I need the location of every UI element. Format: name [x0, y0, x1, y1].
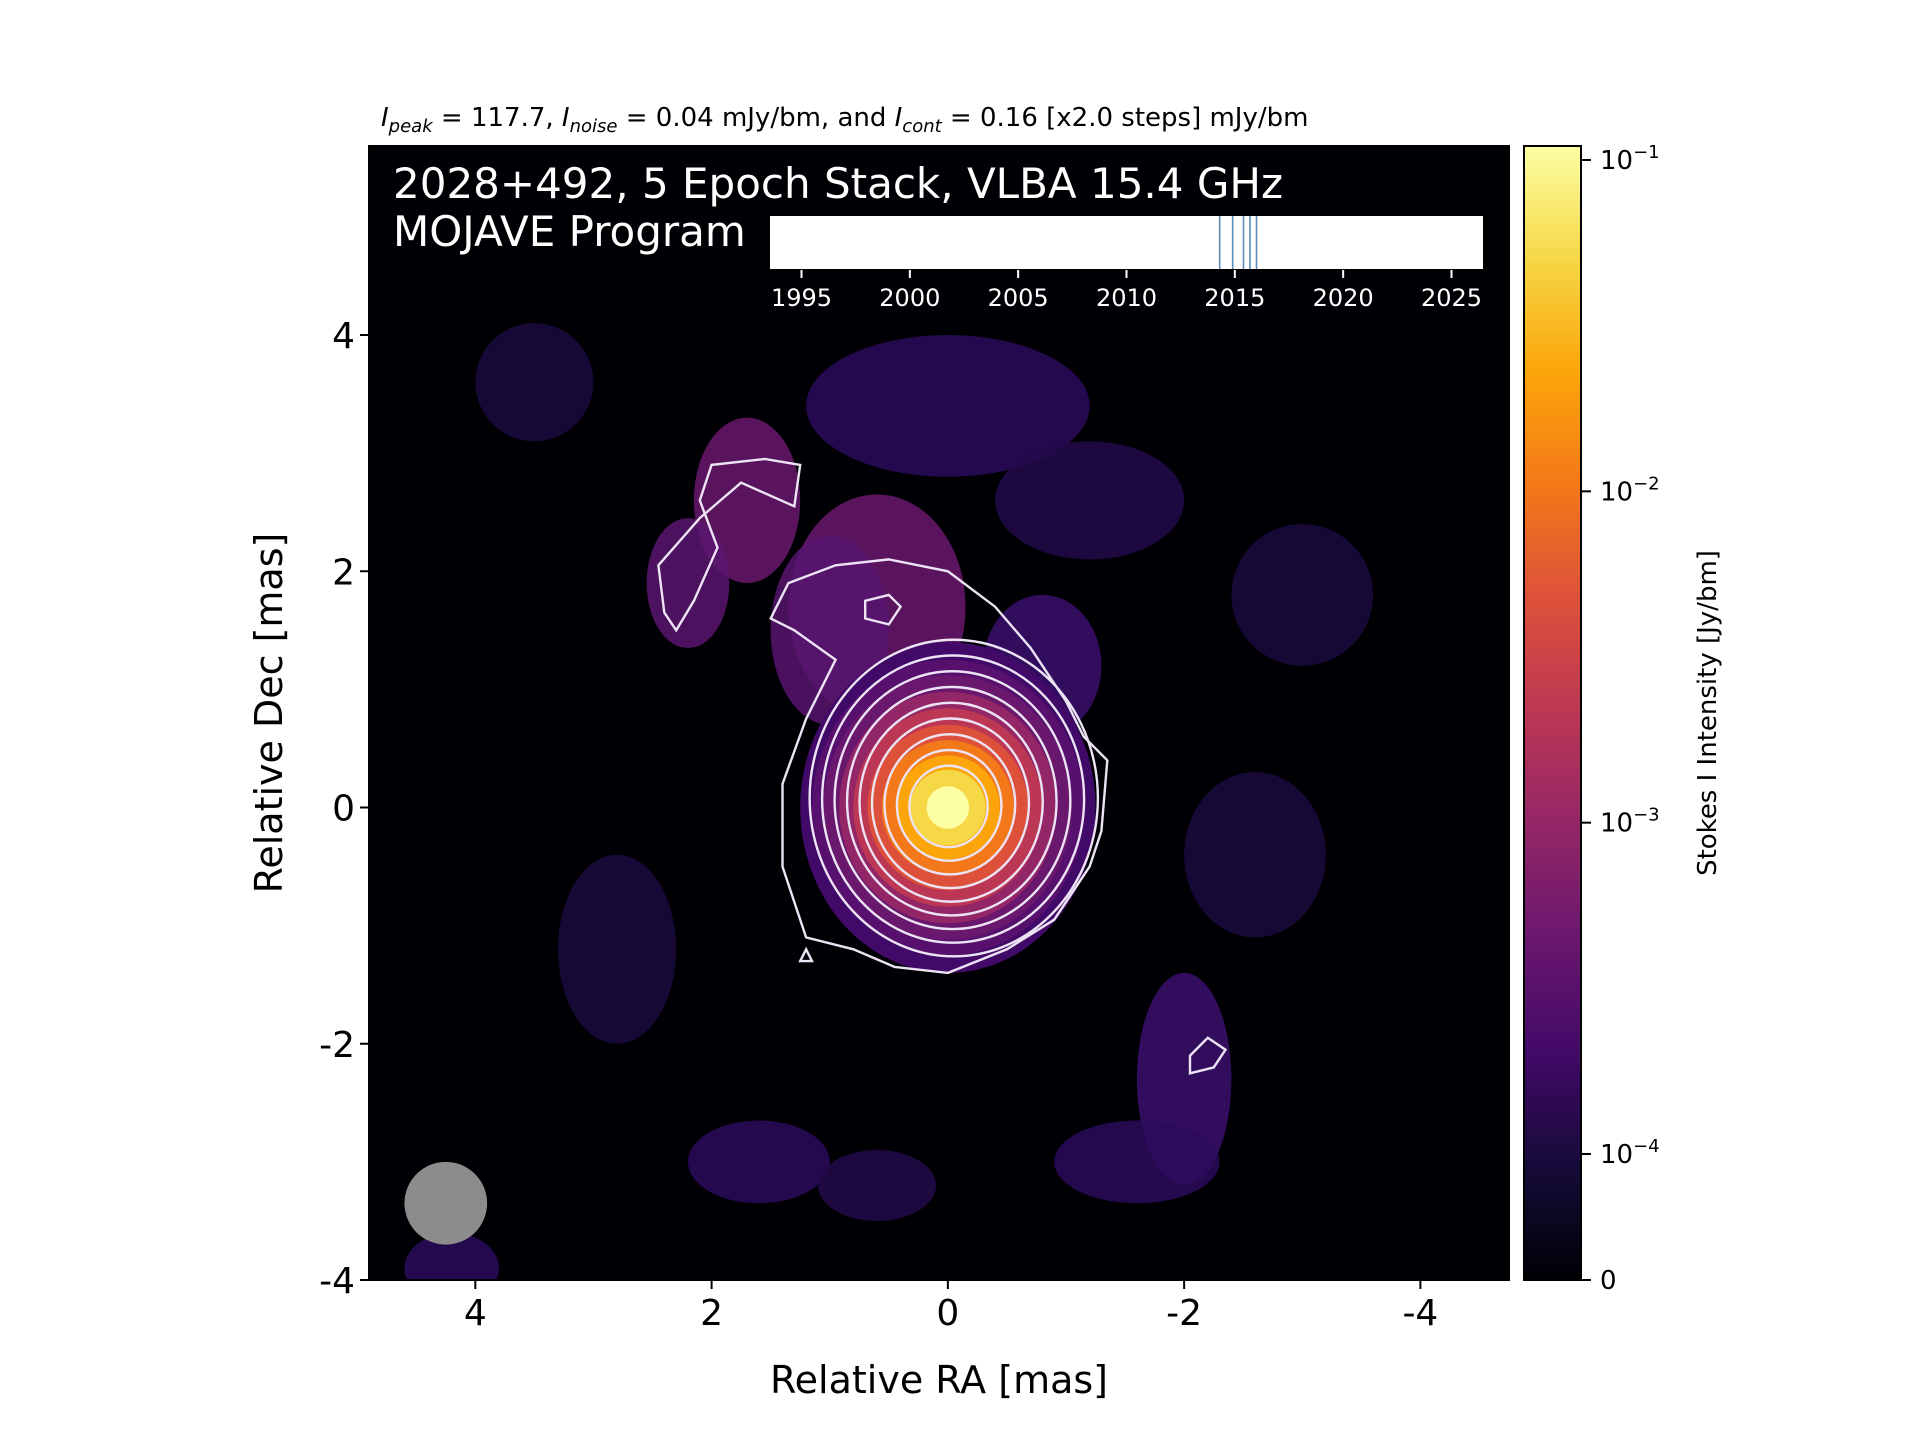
emission-blob	[475, 323, 594, 442]
epoch-tick-label: 1995	[771, 284, 832, 312]
y-axis-label: Relative Dec [mas]	[247, 533, 291, 894]
contour-island	[864, 593, 903, 626]
contour-level	[870, 717, 1031, 890]
y-tick-label: 2	[332, 552, 355, 593]
source-annotation: 2028+492, 5 Epoch Stack, VLBA 15.4 GHz	[393, 159, 1283, 208]
colorbar: 10−1 10−2 10−3 10−4 0 Stokes I Intensity [Jy…	[1523, 142, 1723, 1296]
emission-blob	[1231, 523, 1374, 666]
colorbar-tick-label: 10−3	[1600, 805, 1660, 839]
emission-blob	[1184, 772, 1326, 938]
contour-level	[908, 764, 989, 849]
emission-blob	[404, 1232, 499, 1280]
contour-layer	[657, 457, 1228, 1075]
colorbar-label: Stokes I Intensity [Jy/bm]	[1693, 550, 1723, 876]
emission-blob	[693, 417, 801, 584]
emission-blob	[817, 1150, 937, 1221]
y-tick-label: -4	[319, 1261, 355, 1302]
epoch-tick-label: 2015	[1204, 284, 1265, 312]
epoch-ticks: 1995 2000 2005 2010 2015 2020 2025	[771, 270, 1482, 312]
contour-level	[808, 638, 1100, 958]
emission-blob	[646, 518, 730, 649]
contour-level	[895, 748, 1003, 862]
colorbar-gradient	[1523, 145, 1582, 1281]
contour-level	[883, 733, 1017, 876]
y-tick-label: 0	[332, 789, 355, 830]
core-emission	[926, 786, 970, 829]
contour-level	[858, 701, 1044, 903]
x-axis-ticks: 4 2 0 -2 -4	[464, 1280, 1438, 1334]
intensity-map	[369, 146, 1509, 1280]
x-tick-label: -2	[1166, 1293, 1202, 1334]
emission-blob	[995, 441, 1185, 560]
colorbar-tick-label: 10−4	[1600, 1136, 1660, 1170]
epoch-tick-label: 2010	[1096, 284, 1157, 312]
contour-level	[833, 670, 1072, 931]
colorbar-tick-label: 10−1	[1600, 142, 1660, 176]
epoch-tick-label: 2005	[988, 284, 1049, 312]
emission-blob	[558, 854, 677, 1044]
x-tick-label: -4	[1402, 1293, 1438, 1334]
epoch-lines	[1218, 216, 1258, 269]
beam-ellipse	[404, 1161, 488, 1245]
epoch-tick-label: 2000	[879, 284, 940, 312]
contour-level	[820, 654, 1086, 944]
plot-frame	[368, 145, 1510, 1281]
y-tick-label: -2	[319, 1025, 355, 1066]
emission-blob	[687, 1120, 830, 1204]
epoch-tick-label: 2025	[1421, 284, 1482, 312]
epoch-timeline-box	[768, 214, 1485, 271]
contour-island	[798, 946, 814, 963]
contour-ne-component	[657, 457, 802, 633]
epoch-timeline: 1995 2000 2005 2010 2015 2020 2025	[768, 214, 1485, 312]
program-annotation: MOJAVE Program	[393, 207, 746, 256]
plot-title: Ipeak = 117.7, Inoise = 0.04 mJy/bm, and…	[381, 103, 1308, 137]
epoch-tick-label: 2020	[1313, 284, 1374, 312]
y-axis-ticks: 4 2 0 -2 -4	[319, 316, 369, 1302]
x-tick-label: 4	[464, 1293, 487, 1334]
contour-level	[845, 685, 1058, 917]
contour-lowest	[769, 558, 1109, 975]
colorbar-tick-label: 0	[1600, 1266, 1617, 1296]
x-tick-label: 0	[936, 1293, 959, 1334]
x-tick-label: 2	[700, 1293, 723, 1334]
y-tick-label: 4	[332, 316, 355, 357]
emission-blob	[806, 334, 1090, 477]
contour-island	[1188, 1036, 1228, 1075]
colorbar-tick-label: 10−2	[1600, 473, 1660, 507]
x-axis-label: Relative RA [mas]	[770, 1358, 1108, 1402]
emission-blob	[1054, 1120, 1220, 1204]
colorbar-ticks: 10−1 10−2 10−3 10−4 0	[1581, 142, 1660, 1296]
